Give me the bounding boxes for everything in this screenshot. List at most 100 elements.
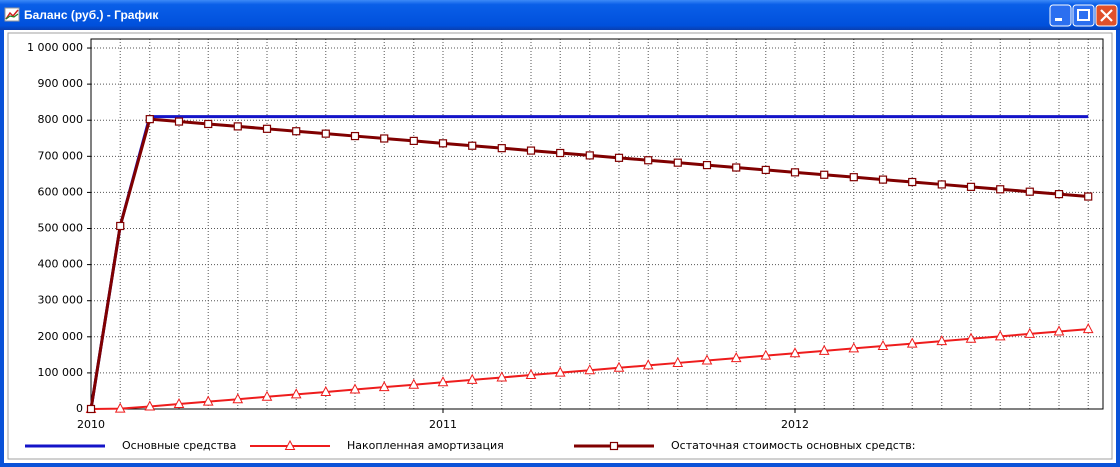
data-point [438, 139, 448, 148]
data-point [262, 124, 272, 133]
data-point [702, 160, 712, 170]
data-point [849, 173, 858, 182]
data-point [349, 383, 361, 394]
data-point [644, 156, 653, 165]
data-point [908, 177, 917, 187]
data-point [760, 349, 772, 360]
app-icon [4, 7, 20, 22]
y-tick-label: 0 [76, 402, 83, 415]
data-point [378, 381, 390, 392]
data-point [173, 397, 185, 409]
data-point [878, 175, 888, 184]
close-button[interactable] [1095, 4, 1118, 27]
y-tick-label: 400 000 [38, 258, 84, 271]
data-point [261, 390, 273, 401]
data-point [584, 364, 596, 375]
data-point [701, 354, 713, 365]
data-point [114, 402, 126, 413]
y-tick-label: 200 000 [38, 330, 84, 343]
y-tick-label: 1 000 000 [27, 41, 83, 54]
minimize-button[interactable] [1049, 4, 1072, 27]
data-point [321, 129, 330, 138]
y-tick-label: 700 000 [38, 149, 84, 162]
data-point [642, 359, 654, 370]
data-point [965, 332, 977, 343]
data-point [466, 373, 478, 384]
data-point [818, 344, 830, 355]
data-point [848, 342, 860, 353]
data-point [790, 168, 800, 177]
y-tick-label: 800 000 [38, 113, 84, 126]
data-point [408, 378, 420, 389]
chart-frame [7, 32, 1113, 460]
title-bar [0, 0, 1120, 30]
data-point [497, 144, 506, 153]
data-point [350, 131, 360, 141]
plot: 0 100 000 200 000 300 000 400 000 500 000 600 … [25, 38, 1104, 452]
data-point [232, 393, 244, 404]
legend-label: Основные средства [122, 439, 236, 452]
data-point [554, 366, 566, 377]
data-point [1082, 323, 1094, 334]
data-point [292, 127, 301, 136]
data-point [761, 165, 770, 175]
legend-marker [284, 439, 296, 450]
data-point [672, 356, 684, 367]
legend-marker [609, 441, 619, 451]
data-point [525, 368, 537, 380]
data-point [204, 119, 213, 129]
data-point [1084, 192, 1093, 201]
data-point [730, 352, 742, 363]
data-point [526, 146, 536, 155]
data-point [174, 117, 184, 126]
y-tick-label: 900 000 [38, 77, 84, 90]
data-point [994, 330, 1006, 341]
data-point [409, 136, 418, 146]
data-point [86, 404, 96, 414]
data-point [145, 115, 154, 124]
data-point [936, 335, 948, 346]
data-point [380, 134, 389, 143]
data-point [877, 339, 889, 351]
data-point [1054, 190, 1064, 199]
data-point [437, 376, 449, 387]
x-tick-label: 2012 [781, 418, 809, 431]
data-point [144, 400, 156, 411]
x-tick-label: 2011 [429, 418, 457, 431]
data-point [556, 148, 565, 158]
legend-label: Остаточная стоимость основных средств: [671, 439, 915, 452]
x-tick-label: 2010 [77, 418, 105, 431]
data-point [585, 151, 594, 160]
data-point [116, 221, 125, 231]
data-point [1053, 325, 1065, 336]
legend-label: Накопленная амортизация [347, 439, 504, 452]
plot-border [90, 38, 1104, 410]
data-point [320, 385, 332, 396]
data-point [937, 180, 946, 189]
data-point [202, 395, 214, 406]
data-point [1025, 187, 1034, 196]
y-tick-label: 100 000 [38, 366, 84, 379]
y-tick-label: 300 000 [38, 294, 84, 307]
data-point [233, 122, 242, 131]
maximize-button[interactable] [1072, 4, 1095, 27]
series-line [89, 115, 1089, 410]
data-point [732, 163, 741, 172]
window-title: Баланс (руб.) - График [24, 8, 159, 22]
data-point [789, 347, 801, 358]
data-point [290, 388, 302, 399]
data-point [1024, 327, 1036, 338]
data-point [820, 170, 829, 179]
data-point [966, 182, 976, 191]
data-point [614, 153, 624, 162]
data-point [496, 371, 508, 382]
data-point [906, 337, 918, 348]
data-point [613, 361, 625, 372]
data-point [996, 185, 1005, 194]
y-tick-label: 500 000 [38, 222, 84, 235]
data-point [468, 141, 477, 150]
y-tick-label: 600 000 [38, 185, 84, 198]
data-point [673, 158, 682, 167]
